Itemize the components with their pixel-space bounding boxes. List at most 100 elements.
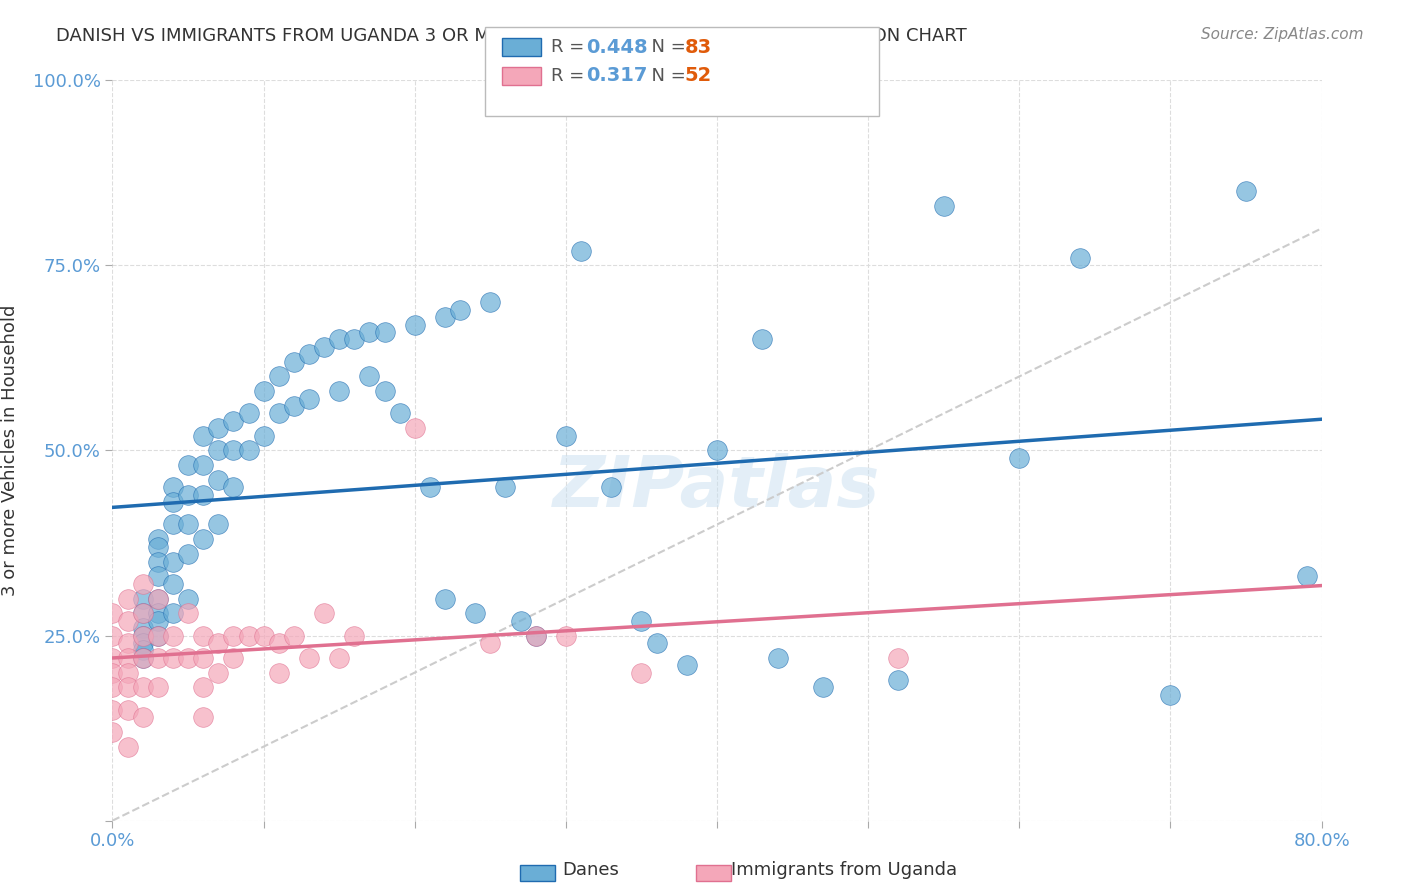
Immigrants from Uganda — [298, 650, 321, 665]
Danes — [600, 480, 623, 494]
Immigrants from Uganda — [524, 628, 547, 642]
Danes — [146, 614, 169, 628]
Immigrants from Uganda — [132, 650, 155, 665]
Danes — [887, 673, 910, 687]
Immigrants from Uganda — [630, 665, 652, 680]
Danes — [449, 302, 471, 317]
Danes — [1295, 569, 1317, 583]
Immigrants from Uganda — [132, 628, 155, 642]
Danes — [162, 517, 184, 532]
Danes — [1159, 688, 1181, 702]
Immigrants from Uganda — [101, 628, 124, 642]
Immigrants from Uganda — [177, 607, 200, 621]
Danes — [932, 199, 955, 213]
Danes — [283, 399, 305, 413]
Immigrants from Uganda — [267, 665, 290, 680]
Immigrants from Uganda — [132, 710, 155, 724]
Danes — [207, 421, 229, 435]
Text: 0.448: 0.448 — [586, 37, 648, 57]
Text: 0.317: 0.317 — [586, 66, 648, 86]
Immigrants from Uganda — [328, 650, 350, 665]
Immigrants from Uganda — [146, 628, 169, 642]
Danes — [675, 658, 697, 673]
Immigrants from Uganda — [101, 665, 124, 680]
Immigrants from Uganda — [207, 665, 229, 680]
Text: R =: R = — [551, 67, 591, 85]
Danes — [374, 384, 396, 399]
Danes — [222, 414, 245, 428]
Immigrants from Uganda — [117, 636, 139, 650]
Danes — [283, 354, 305, 368]
Immigrants from Uganda — [162, 650, 184, 665]
Danes — [433, 310, 456, 325]
Danes — [706, 443, 728, 458]
Danes — [222, 443, 245, 458]
Danes — [404, 318, 426, 332]
Immigrants from Uganda — [117, 614, 139, 628]
Immigrants from Uganda — [222, 650, 245, 665]
Text: N =: N = — [640, 67, 692, 85]
Immigrants from Uganda — [191, 628, 214, 642]
Danes — [359, 325, 381, 339]
Danes — [238, 407, 260, 421]
Immigrants from Uganda — [101, 607, 124, 621]
Danes — [464, 607, 486, 621]
Danes — [253, 428, 276, 442]
Immigrants from Uganda — [101, 681, 124, 695]
Text: Danes: Danes — [562, 861, 619, 879]
Danes — [238, 443, 260, 458]
Danes — [524, 628, 547, 642]
Danes — [419, 480, 441, 494]
Danes — [766, 650, 789, 665]
Danes — [177, 517, 200, 532]
Danes — [811, 681, 834, 695]
Text: N =: N = — [640, 38, 692, 56]
Immigrants from Uganda — [162, 628, 184, 642]
Immigrants from Uganda — [267, 636, 290, 650]
Danes — [177, 591, 200, 606]
Immigrants from Uganda — [207, 636, 229, 650]
Danes — [630, 614, 652, 628]
Immigrants from Uganda — [404, 421, 426, 435]
Y-axis label: 3 or more Vehicles in Household: 3 or more Vehicles in Household — [1, 305, 18, 596]
Text: Source: ZipAtlas.com: Source: ZipAtlas.com — [1201, 27, 1364, 42]
Danes — [191, 428, 214, 442]
Danes — [433, 591, 456, 606]
Danes — [132, 636, 155, 650]
Danes — [359, 369, 381, 384]
Immigrants from Uganda — [101, 724, 124, 739]
Immigrants from Uganda — [343, 628, 366, 642]
Immigrants from Uganda — [479, 636, 502, 650]
Danes — [132, 607, 155, 621]
Danes — [162, 576, 184, 591]
Danes — [132, 591, 155, 606]
Immigrants from Uganda — [132, 681, 155, 695]
Danes — [132, 628, 155, 642]
Danes — [314, 340, 336, 354]
Danes — [177, 488, 200, 502]
Immigrants from Uganda — [191, 681, 214, 695]
Immigrants from Uganda — [117, 681, 139, 695]
Danes — [328, 384, 350, 399]
Danes — [374, 325, 396, 339]
Danes — [388, 407, 411, 421]
Danes — [207, 517, 229, 532]
Danes — [1008, 450, 1031, 465]
Immigrants from Uganda — [554, 628, 576, 642]
Danes — [132, 621, 155, 635]
Immigrants from Uganda — [146, 650, 169, 665]
Danes — [645, 636, 668, 650]
Immigrants from Uganda — [117, 665, 139, 680]
Danes — [343, 332, 366, 346]
Danes — [1234, 184, 1257, 198]
Immigrants from Uganda — [238, 628, 260, 642]
Danes — [177, 547, 200, 561]
Text: ZIPatlas: ZIPatlas — [554, 453, 880, 522]
Immigrants from Uganda — [146, 681, 169, 695]
Immigrants from Uganda — [283, 628, 305, 642]
Immigrants from Uganda — [887, 650, 910, 665]
Immigrants from Uganda — [314, 607, 336, 621]
Immigrants from Uganda — [191, 710, 214, 724]
Immigrants from Uganda — [117, 591, 139, 606]
Danes — [146, 533, 169, 547]
